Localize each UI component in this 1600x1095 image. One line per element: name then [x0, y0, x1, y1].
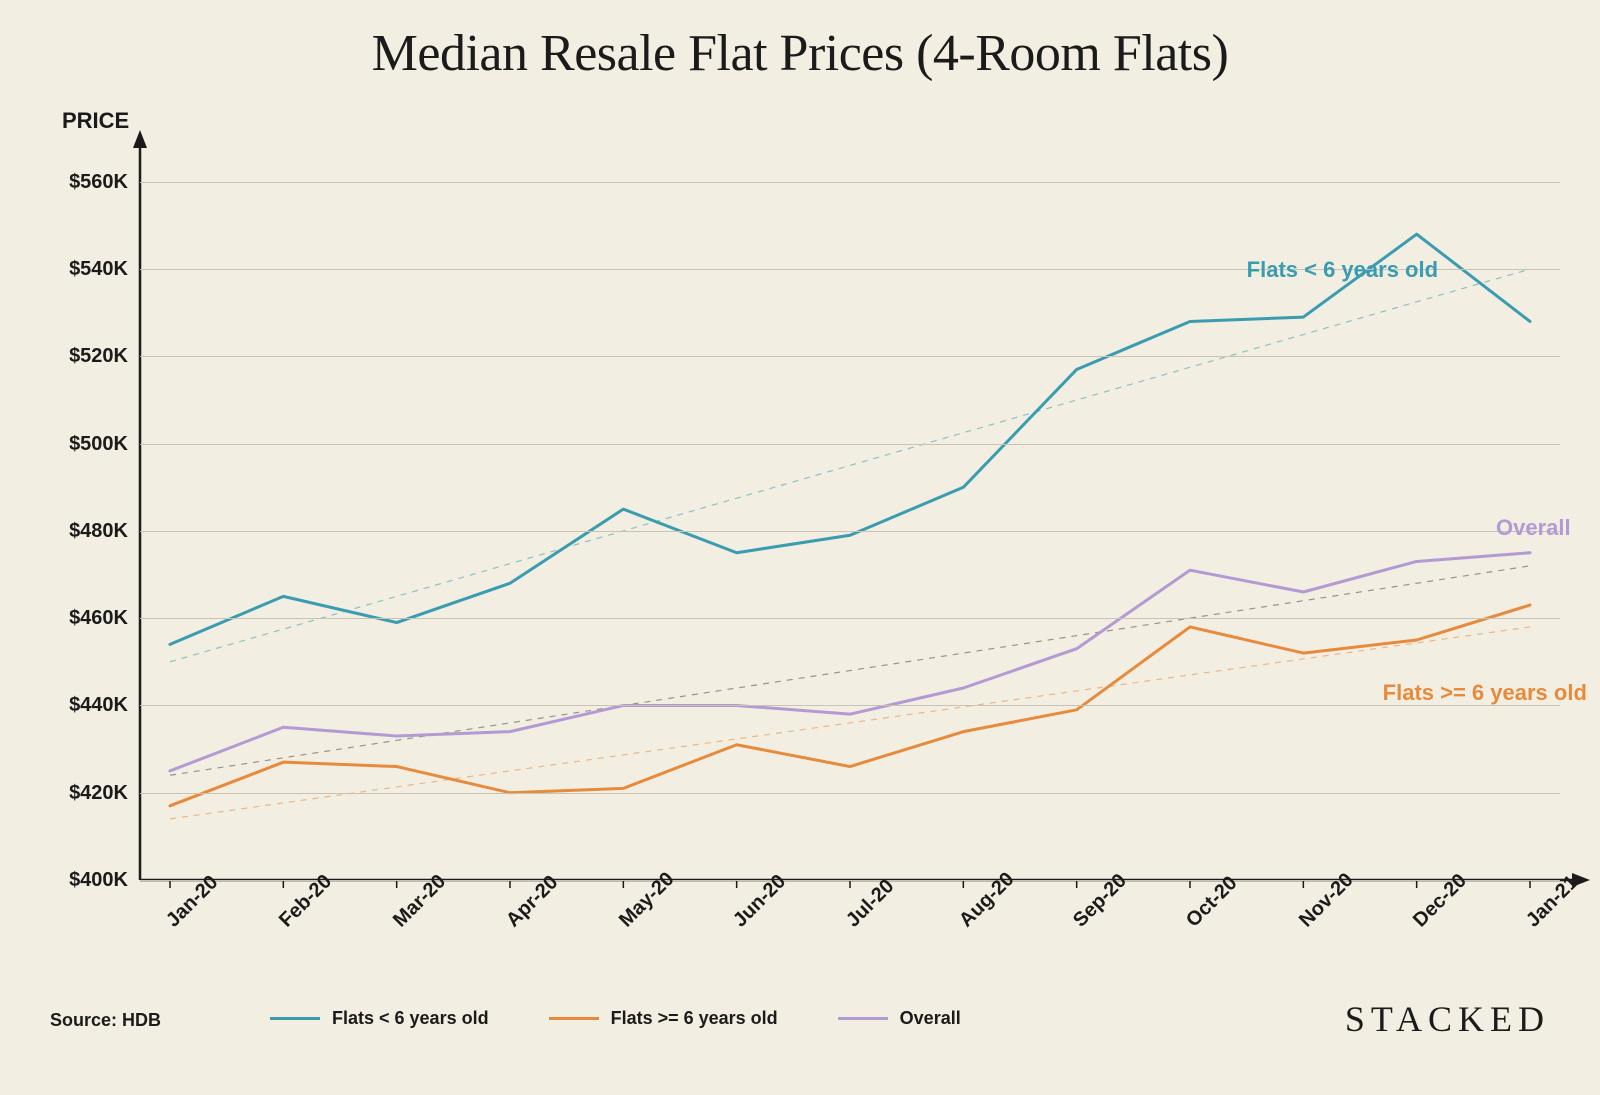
gridline — [140, 356, 1560, 357]
y-tick-label: $400K — [48, 869, 128, 892]
legend-item: Flats < 6 years old — [270, 1008, 489, 1029]
y-tick-label: $440K — [48, 694, 128, 717]
plot-area — [0, 0, 1600, 1095]
legend-swatch — [270, 1017, 320, 1020]
y-tick-label: $540K — [48, 258, 128, 281]
gridline — [140, 618, 1560, 619]
y-tick-label: $560K — [48, 171, 128, 194]
y-tick-label: $420K — [48, 782, 128, 805]
series-label: Flats < 6 years old — [1247, 257, 1438, 283]
legend: Flats < 6 years old Flats >= 6 years old O… — [270, 1008, 961, 1029]
legend-swatch — [838, 1017, 888, 1020]
series-label: Flats >= 6 years old — [1383, 680, 1587, 706]
y-tick-label: $500K — [48, 433, 128, 456]
legend-swatch — [549, 1017, 599, 1020]
gridline — [140, 444, 1560, 445]
legend-label: Flats >= 6 years old — [611, 1008, 778, 1029]
legend-label: Flats < 6 years old — [332, 1008, 489, 1029]
series-line — [170, 553, 1530, 771]
legend-item: Overall — [838, 1008, 961, 1029]
legend-item: Flats >= 6 years old — [549, 1008, 778, 1029]
legend-label: Overall — [900, 1008, 961, 1029]
gridline — [140, 705, 1560, 706]
series-line — [170, 234, 1530, 644]
series-label: Overall — [1496, 515, 1571, 541]
gridline — [140, 182, 1560, 183]
y-tick-label: $520K — [48, 345, 128, 368]
source-label: Source: HDB — [50, 1010, 161, 1031]
brand-logo: STACKED — [1345, 998, 1550, 1040]
gridline — [140, 793, 1560, 794]
y-tick-label: $480K — [48, 520, 128, 543]
gridline — [140, 531, 1560, 532]
y-tick-label: $460K — [48, 607, 128, 630]
chart-container: Median Resale Flat Prices (4-Room Flats)… — [0, 0, 1600, 1095]
